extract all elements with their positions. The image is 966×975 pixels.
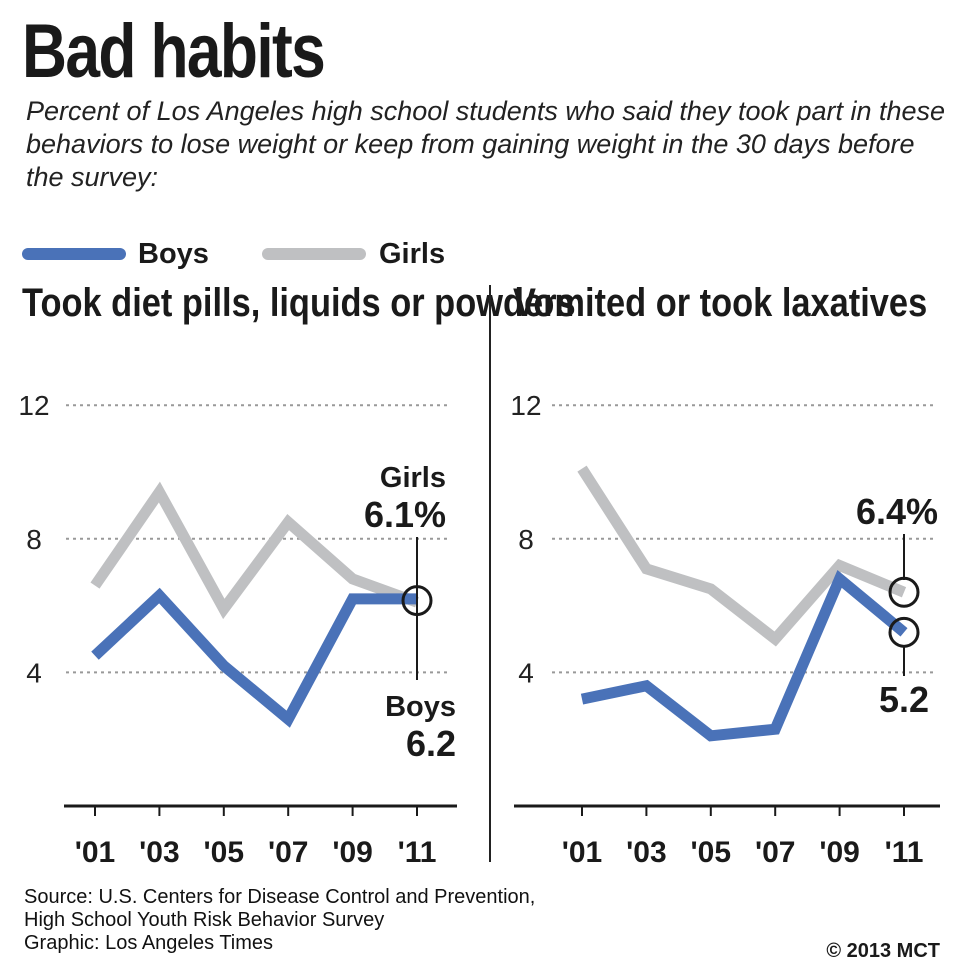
- legend-label-girls: Girls: [379, 238, 446, 270]
- annotation-girls-value: 6.1%: [364, 494, 446, 535]
- legend-swatch-girls: [262, 248, 366, 260]
- annotation-circle-boys: [888, 616, 920, 648]
- x-tick-label-0: '01: [562, 836, 603, 869]
- x-tick-label-4: '09: [819, 836, 860, 869]
- y-tick-label-8: 8: [26, 524, 42, 555]
- annotation-circle-girls: [888, 576, 920, 608]
- y-tick-label-4: 4: [518, 657, 534, 688]
- y-tick-label-12: 12: [18, 390, 49, 421]
- annotation-boys-name: Boys: [385, 691, 456, 723]
- x-tick-label-3: '07: [755, 836, 796, 869]
- source-line-2: High School Youth Risk Behavior Survey: [24, 909, 385, 931]
- annotation-circle: [401, 585, 433, 617]
- series-line-girls: [90, 481, 419, 620]
- annotation-girls-value: 6.4%: [856, 491, 938, 532]
- annotation-boys-value: 6.2: [406, 723, 456, 764]
- x-tick-label-2: '05: [204, 836, 245, 869]
- legend: Boys Girls: [22, 234, 622, 274]
- chart-title: Bad habits: [22, 9, 326, 94]
- series-line-girls: [577, 465, 907, 647]
- x-tick-label-3: '07: [268, 836, 309, 869]
- x-tick-label-5: '11: [885, 836, 924, 869]
- y-tick-label-12: 12: [510, 390, 541, 421]
- legend-swatch-boys: [22, 248, 126, 260]
- source-line-1: Source: U.S. Centers for Disease Control…: [24, 886, 536, 908]
- panel-title-diet-pills: Took diet pills, liquids or powders: [22, 281, 576, 325]
- source-line-3: Graphic: Los Angeles Times: [24, 932, 274, 954]
- y-tick-label-8: 8: [518, 524, 534, 555]
- chart-subtitle: Percent of Los Angeles high school stude…: [26, 96, 946, 192]
- series-line-boys: [91, 587, 417, 728]
- x-tick-label-1: '03: [139, 836, 180, 869]
- x-tick-label-0: '01: [75, 836, 116, 869]
- copyright: © 2013 MCT: [826, 940, 940, 962]
- panel-divider: [489, 285, 491, 862]
- x-tick-label-2: '05: [691, 836, 732, 869]
- plot-area-1: 4 8 12 '01 '03 '05 '07 '09 '11 6.4% 5.2: [510, 390, 940, 869]
- y-tick-label-4: 4: [26, 657, 42, 688]
- x-tick-label-5: '11: [398, 836, 437, 869]
- source-note: Source: U.S. Centers for Disease Control…: [24, 886, 535, 955]
- legend-label-boys: Boys: [138, 238, 209, 270]
- x-tick-label-4: '09: [332, 836, 373, 869]
- panel-title-vomited: Vomited or took laxatives: [513, 281, 928, 325]
- annotation-girls-name: Girls: [380, 462, 446, 494]
- x-tick-label-1: '03: [626, 836, 667, 869]
- annotation-boys-value: 5.2: [879, 679, 929, 720]
- series-line-boys: [580, 569, 908, 742]
